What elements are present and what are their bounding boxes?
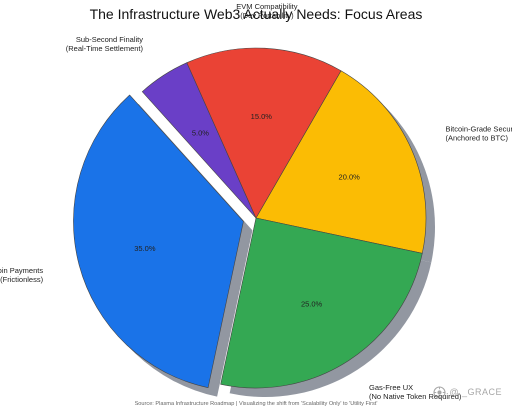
- source-note: Source: Plasma Infrastructure Roadmap | …: [135, 401, 378, 407]
- slice-evm-compatibility: [186, 47, 342, 219]
- slice-bitcoin-grade-security: [255, 70, 427, 254]
- pct-label-gas-free-ux: 25.0%: [301, 300, 323, 309]
- pie-slices: [73, 47, 427, 389]
- label-line-sub: (Anchored to BTC): [446, 134, 509, 143]
- label-line-main: Sub-Second Finality: [76, 35, 143, 44]
- label-line-main: Gas-Free UX: [369, 383, 413, 392]
- watermark-text: @ _GRACE: [449, 387, 502, 397]
- chart-title: The Infrastructure Web3 Actually Needs: …: [90, 6, 423, 22]
- label-line-main: Stablecoin Payments: [0, 266, 43, 275]
- slice-gas-free-ux: [220, 217, 423, 389]
- label-line-main: EVM Compatibility: [236, 2, 298, 11]
- label-gas-free-ux: Gas-Free UX (No Native Token Required): [369, 383, 462, 401]
- slice-stablecoin-payments: [73, 94, 244, 389]
- pie-labels: 20.0% Bitcoin-Grade Security(Anchored to …: [0, 2, 512, 401]
- label-line-sub: (Real-Time Settlement): [66, 44, 144, 53]
- label-line-main: Bitcoin-Grade Security: [446, 125, 512, 134]
- label-line-sub: (Frictionless): [0, 275, 43, 284]
- label-evm-compatibility: EVM Compatibility (Dev Portability): [236, 2, 298, 20]
- pct-label-sub-second-finality: 5.0%: [192, 129, 209, 138]
- label-stablecoin-payments: Stablecoin Payments(Frictionless): [0, 266, 44, 284]
- label-line-sub: (Dev Portability): [240, 11, 294, 20]
- label-line-sub: (No Native Token Required): [369, 392, 462, 401]
- pct-label-stablecoin-payments: 35.0%: [134, 244, 156, 253]
- watermark: @ _GRACE: [433, 385, 502, 399]
- pct-label-evm-compatibility: 15.0%: [251, 112, 273, 121]
- label-sub-second-finality: Sub-Second Finality (Real-Time Settlement…: [66, 35, 144, 53]
- label-bitcoin-grade-security: Bitcoin-Grade Security(Anchored to BTC): [446, 125, 512, 143]
- watermark-logo-icon: [433, 385, 446, 399]
- pct-label-bitcoin-grade-security: 20.0%: [339, 173, 361, 182]
